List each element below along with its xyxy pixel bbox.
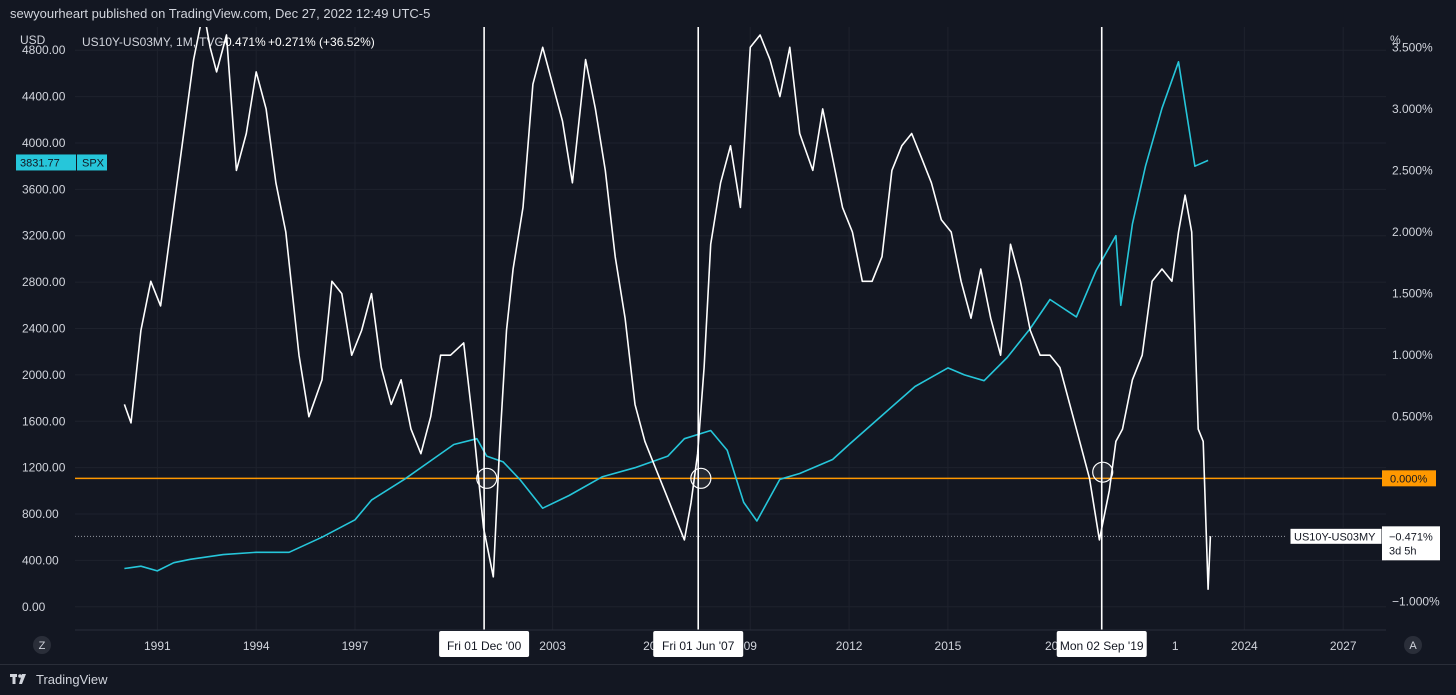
- published-text: sewyourheart published on TradingView.co…: [10, 6, 431, 21]
- left-axis-tick: 4400.00: [22, 90, 66, 104]
- spread-name-label: US10Y-US03MY: [1294, 531, 1376, 543]
- circle-marker[interactable]: [690, 467, 712, 489]
- left-axis-tick: 4800.00: [22, 43, 66, 57]
- chart-background: [0, 27, 1456, 664]
- zero-line-label: 0.000%: [1390, 473, 1428, 485]
- right-axis-tick: 3.000%: [1392, 102, 1433, 116]
- spx-price-badge: [16, 154, 76, 171]
- marker-date-box: [653, 631, 744, 657]
- marker-date-label: Fri 01 Jun '07: [662, 639, 735, 653]
- zero-line-badge: [1382, 470, 1436, 487]
- x-axis-tick: 1991: [144, 639, 171, 653]
- legend-change: +0.271% (+36.52%): [268, 35, 375, 49]
- circle-marker[interactable]: [1092, 461, 1114, 483]
- tradingview-icon: [10, 673, 26, 684]
- footer-bar: TradingView: [0, 664, 1456, 695]
- spx-symbol-label: SPX: [82, 157, 105, 169]
- auto-scale-button[interactable]: [1404, 636, 1422, 654]
- left-axis-tick: 1600.00: [22, 414, 66, 428]
- tradingview-logo[interactable]: TradingView: [10, 672, 108, 687]
- x-axis-tick: 2024: [1231, 639, 1258, 653]
- left-axis-tick: 3200.00: [22, 229, 66, 243]
- x-axis-tick: 2015: [935, 639, 962, 653]
- spread-chart[interactable]: USD 0.00 400.00 800.00 1200.00 1600.00 2000.00…: [0, 27, 1456, 664]
- right-axis-tick: 3.500%: [1392, 40, 1433, 54]
- left-axis-tick: 0.00: [22, 600, 46, 614]
- left-axis-tick: 400.00: [22, 553, 59, 567]
- right-axis-unit: %: [1390, 33, 1401, 47]
- marker-date-label: Fri 01 Dec '00: [447, 639, 522, 653]
- legend-value: −0.471%: [218, 35, 266, 49]
- spx-price-value: 3831.77: [20, 157, 60, 169]
- x-axis-tick: 2003: [539, 639, 566, 653]
- series-line-us10y-us03my[interactable]: [123, 27, 1212, 591]
- spread-countdown-label: 3d 5h: [1389, 545, 1417, 557]
- right-axis-tick: −1.000%: [1392, 594, 1440, 608]
- spread-value-badge: [1382, 526, 1440, 561]
- x-axis-tick-partial: 20: [1045, 639, 1059, 653]
- marker-date-box: [439, 631, 530, 657]
- left-axis-tick: 1200.00: [22, 461, 66, 475]
- brand-name: TradingView: [36, 672, 108, 687]
- right-axis-tick: 2.500%: [1392, 163, 1433, 177]
- series-line-spx[interactable]: [124, 60, 1209, 572]
- left-axis-tick: 800.00: [22, 507, 59, 521]
- left-axis-tick: 2000.00: [22, 368, 66, 382]
- x-axis-tick: 1997: [342, 639, 369, 653]
- auto-scale-label: A: [1409, 640, 1417, 652]
- left-axis-tick: 2800.00: [22, 275, 66, 289]
- spx-symbol-badge: [77, 154, 107, 171]
- x-axis-tick-partial: 1: [1172, 639, 1179, 653]
- right-axis-tick: 2.000%: [1392, 225, 1433, 239]
- legend-title: US10Y-US03MY, 1M, TVC: [82, 35, 224, 49]
- circle-marker[interactable]: [476, 467, 498, 489]
- x-axis-tick: 1994: [243, 639, 270, 653]
- left-axis-tick: 4000.00: [22, 136, 66, 150]
- left-axis-unit: USD: [20, 33, 46, 47]
- left-axis-tick: 3600.00: [22, 182, 66, 196]
- right-axis-tick: 0.500%: [1392, 410, 1433, 424]
- x-axis-tick: 2027: [1330, 639, 1357, 653]
- left-axis-tick: 2400.00: [22, 322, 66, 336]
- right-axis-tick: 1.500%: [1392, 287, 1433, 301]
- marker-date-label: Mon 02 Sep '19: [1060, 639, 1144, 653]
- published-header: sewyourheart published on TradingView.co…: [0, 0, 1456, 27]
- right-axis-tick: 1.000%: [1392, 348, 1433, 362]
- marker-date-box: [1056, 631, 1147, 657]
- x-axis-tick: 09: [744, 639, 758, 653]
- zoom-reset-label: Z: [39, 640, 46, 652]
- zoom-reset-button[interactable]: [33, 636, 51, 654]
- x-axis-tick: 2012: [836, 639, 863, 653]
- spread-value-label: −0.471%: [1389, 531, 1433, 543]
